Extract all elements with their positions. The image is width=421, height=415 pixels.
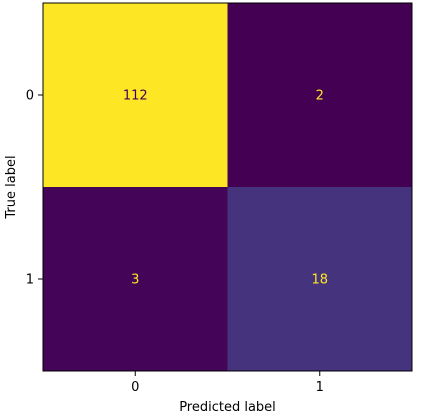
cell-value-1-1: 18	[311, 273, 328, 288]
cell-value-0-1: 2	[316, 89, 324, 104]
heatmap-cells: 112 2 3 18	[43, 3, 412, 371]
y-tick-label-0: 0	[26, 89, 34, 104]
x-axis-label: Predicted label	[179, 400, 276, 415]
heatmap-cell-0-1	[227, 3, 412, 187]
x-tick-label-0: 0	[131, 380, 139, 395]
cell-value-1-0: 3	[131, 273, 139, 288]
plot-frame	[42, 2, 413, 372]
y-axis-label: True label	[4, 155, 19, 219]
heatmap-cell-1-0	[43, 187, 228, 371]
axis-ticks: 0 1 0 1	[26, 89, 324, 396]
cell-value-0-0: 112	[123, 89, 148, 104]
heatmap-cell-1-1	[227, 187, 412, 371]
y-tick-label-1: 1	[26, 273, 34, 288]
x-tick-label-1: 1	[316, 380, 324, 395]
heatmap-cell-0-0	[43, 3, 228, 187]
